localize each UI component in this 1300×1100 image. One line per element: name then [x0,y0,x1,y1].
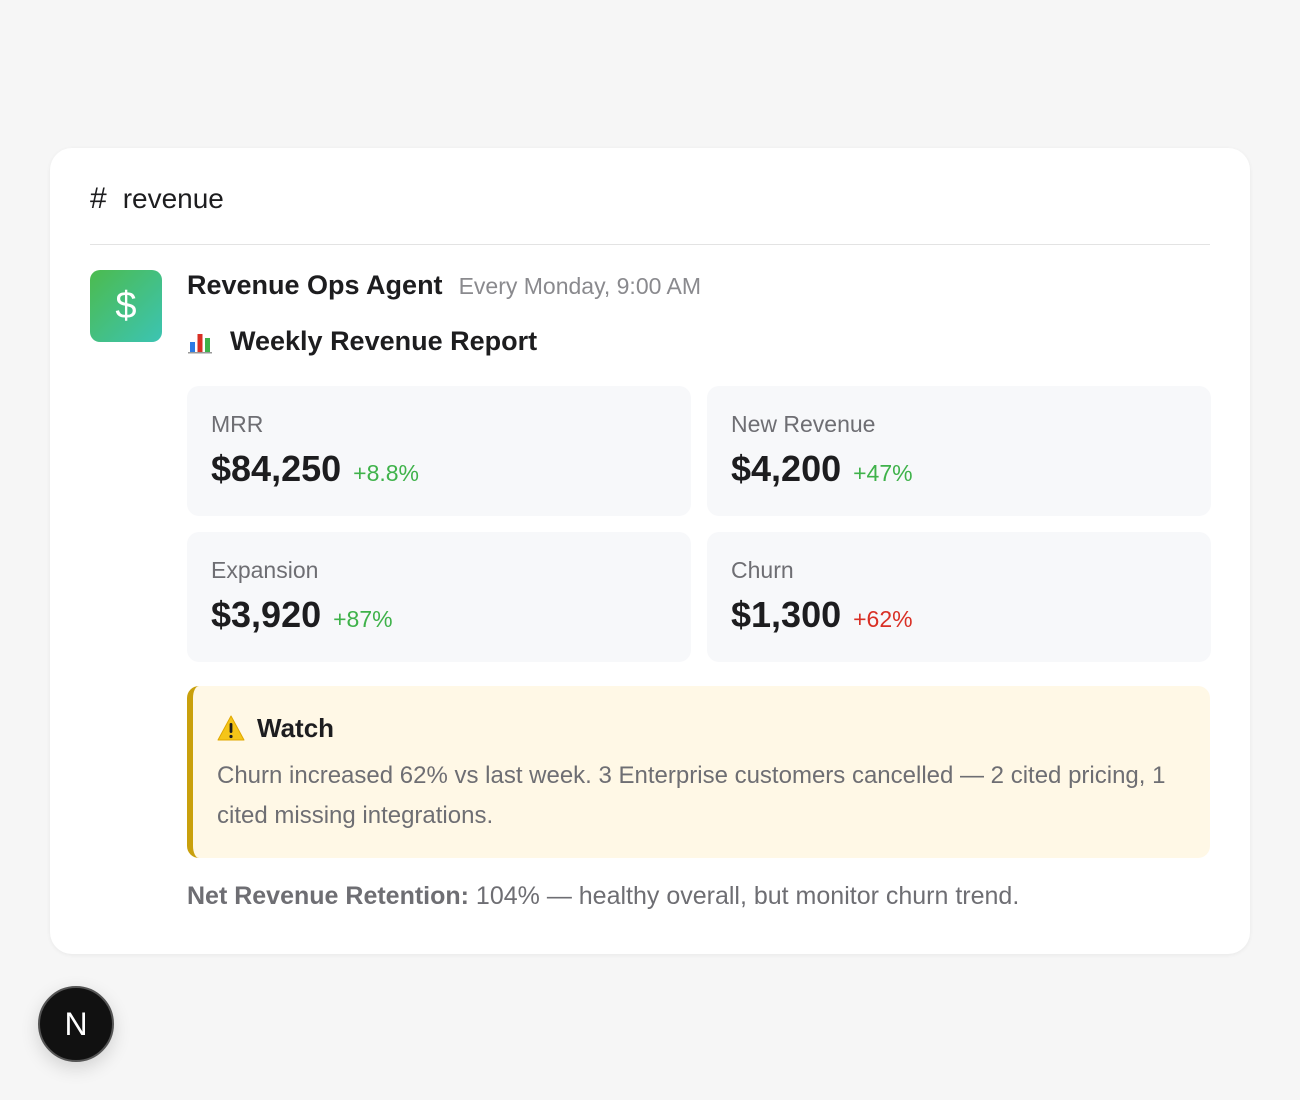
nrr-text: 104% — healthy overall, but monitor chur… [468,882,1020,910]
nrr-label: Net Revenue Retention: [187,882,469,910]
message-body: Revenue Ops Agent Every Monday, 9:00 AM … [187,270,1211,911]
sender-name[interactable]: Revenue Ops Agent [187,270,443,300]
metric-value: $3,920 [211,594,322,635]
next-dev-badge[interactable]: N [38,986,114,1062]
message-header: Revenue Ops Agent Every Monday, 9:00 AM [187,270,1210,310]
header-divider [90,244,1210,245]
watch-callout: Watch Churn increased 62% vs last week. … [187,686,1210,858]
metric-value: $84,250 [211,448,342,489]
warning-icon [217,715,245,741]
bar-chart-icon [187,328,213,354]
channel-header[interactable]: # revenue [90,182,224,216]
callout-header: Watch [217,712,1186,744]
n-logo-icon: N [64,1005,88,1042]
dollar-icon: $ [115,284,137,327]
metric-value: $1,300 [731,594,842,635]
metric-label: Churn [731,557,794,583]
report-title: Weekly Revenue Report [187,320,1210,362]
agent-avatar[interactable]: $ [90,270,162,342]
metric-change: +8.8% [353,460,419,486]
metric-card-mrr: MRR $84,250 +8.8% [187,386,691,516]
metric-change: +47% [853,460,913,486]
message-card: # revenue $ Revenue Ops Agent Every Mond… [50,148,1250,954]
metric-label: Expansion [211,557,319,583]
metrics-grid: MRR $84,250 +8.8% New Revenue $4,200 +47… [187,386,1211,662]
message-timestamp: Every Monday, 9:00 AM [458,273,702,299]
report-title-text: Weekly Revenue Report [230,325,538,356]
channel-name: revenue [122,183,224,214]
hash-icon: # [90,182,107,215]
callout-title: Watch [257,712,335,743]
metric-change: +62% [853,606,913,632]
metric-card-expansion: Expansion $3,920 +87% [187,532,691,662]
callout-body: Churn increased 62% vs last week. 3 Ente… [217,762,1166,829]
metric-value: $4,200 [731,448,842,489]
metric-label: MRR [211,411,264,437]
metric-card-churn: Churn $1,300 +62% [707,532,1211,662]
metric-card-new-revenue: New Revenue $4,200 +47% [707,386,1211,516]
nrr-summary: Net Revenue Retention: 104% — healthy ov… [187,882,1210,911]
metric-change: +87% [333,606,393,632]
metric-label: New Revenue [731,411,876,437]
